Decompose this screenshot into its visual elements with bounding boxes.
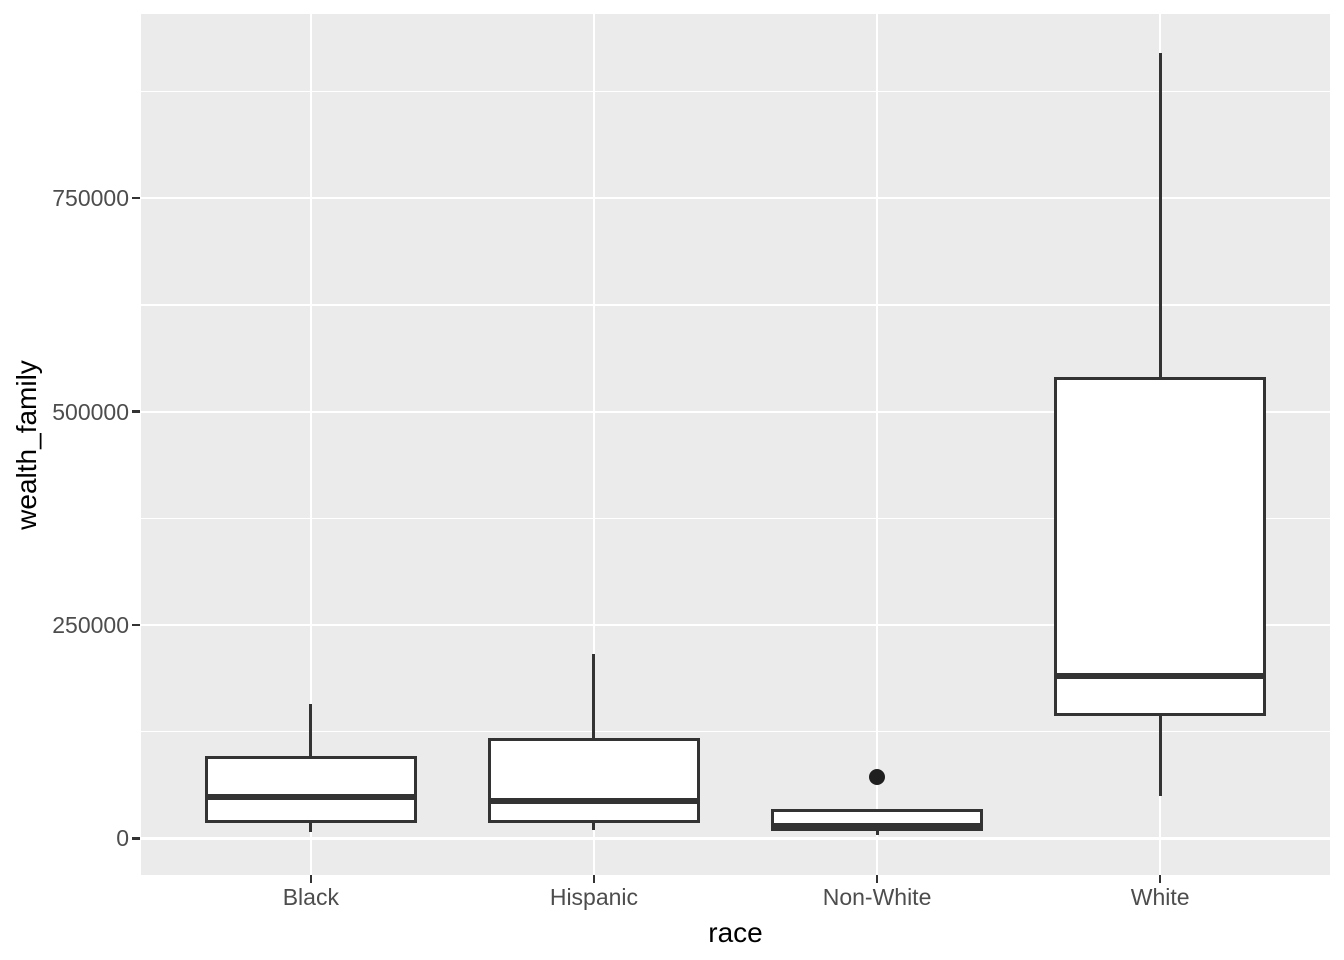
box-black bbox=[204, 755, 417, 824]
y-axis-title: wealth_family bbox=[11, 359, 42, 530]
y-tick-label: 500000 bbox=[52, 398, 129, 425]
y-gridline-major bbox=[141, 410, 1330, 413]
plot-panel bbox=[141, 14, 1330, 875]
median-non-white bbox=[773, 823, 981, 830]
median-black bbox=[207, 793, 414, 800]
y-tick-mark bbox=[132, 410, 140, 413]
whisker-lower-non-white bbox=[875, 830, 879, 836]
y-gridline-major bbox=[141, 837, 1330, 840]
y-gridline-minor bbox=[141, 517, 1330, 519]
median-hispanic bbox=[490, 797, 698, 804]
x-tick-label: Black bbox=[282, 884, 339, 910]
whisker-lower-white bbox=[1158, 716, 1162, 796]
x-tick-mark bbox=[592, 875, 596, 883]
outlier-non-white bbox=[869, 768, 886, 785]
y-tick-label: 250000 bbox=[52, 612, 129, 639]
box-white bbox=[1053, 377, 1267, 717]
whisker-upper-black bbox=[309, 704, 313, 756]
y-tick-mark bbox=[132, 837, 140, 840]
median-white bbox=[1056, 673, 1264, 680]
x-axis-title: race bbox=[708, 917, 763, 948]
x-gridline-major bbox=[309, 14, 312, 875]
box-hispanic bbox=[487, 737, 701, 824]
whisker-lower-hispanic bbox=[592, 823, 596, 830]
y-tick-mark bbox=[132, 623, 140, 627]
y-gridline-major bbox=[141, 197, 1330, 200]
y-tick-label: 750000 bbox=[52, 185, 129, 212]
whisker-upper-white bbox=[1158, 53, 1162, 378]
x-tick-mark bbox=[309, 875, 313, 883]
x-tick-label: Hispanic bbox=[549, 884, 639, 910]
y-gridline-minor bbox=[141, 731, 1330, 733]
x-tick-mark bbox=[875, 875, 879, 883]
y-gridline-minor bbox=[141, 304, 1330, 306]
x-tick-label: Non-White bbox=[822, 884, 932, 910]
whisker-lower-black bbox=[309, 823, 313, 832]
x-tick-label: White bbox=[1130, 884, 1190, 910]
y-tick-mark bbox=[132, 196, 140, 200]
y-gridline-major bbox=[141, 623, 1330, 627]
x-gridline-major bbox=[592, 14, 596, 875]
x-tick-mark bbox=[1158, 875, 1162, 883]
whisker-upper-hispanic bbox=[592, 654, 596, 738]
y-tick-label: 0 bbox=[116, 825, 129, 852]
x-gridline-major bbox=[875, 14, 879, 875]
y-gridline-minor bbox=[141, 90, 1330, 93]
